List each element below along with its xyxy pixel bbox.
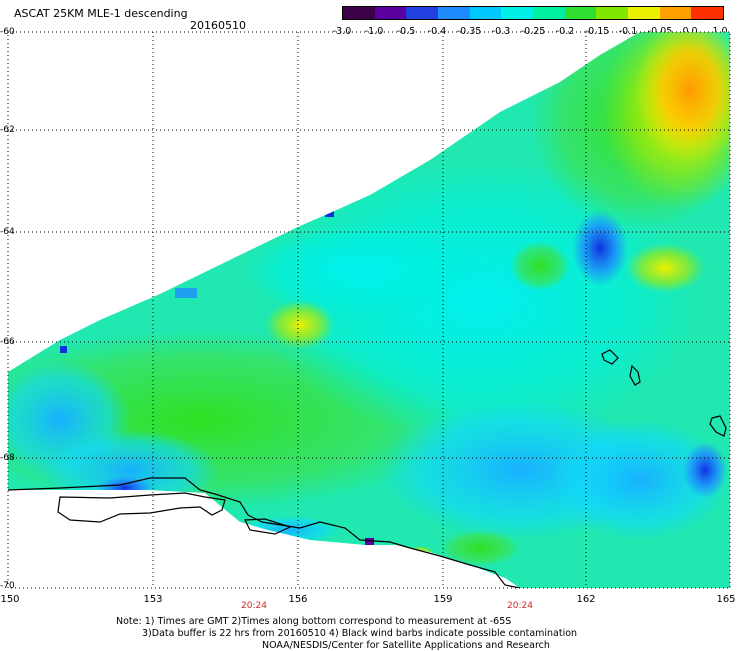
lat-label: -62 <box>0 125 15 135</box>
lat-label: -64 <box>0 227 15 237</box>
lat-label: -66 <box>0 337 15 347</box>
colorbar-segment <box>374 7 407 19</box>
map-frame <box>7 31 731 589</box>
lon-label: 156 <box>288 594 308 605</box>
colorbar-segment <box>659 7 692 19</box>
colorbar-segment <box>596 7 629 19</box>
colorbar <box>342 6 724 20</box>
lon-label: 150 <box>0 594 20 605</box>
map-title: ASCAT 25KM MLE-1 descending <box>14 7 188 20</box>
time-label: 20:24 <box>241 601 267 611</box>
colorbar-tick-label: -3.0 <box>332 26 352 37</box>
lon-label: 153 <box>143 594 163 605</box>
colorbar-segment <box>343 7 375 19</box>
colorbar-segment <box>438 7 470 19</box>
colorbar-tick-label: -0.5 <box>396 26 416 37</box>
colorbar-tick-label: -1.0 <box>364 26 384 37</box>
lat-label: -68 <box>0 453 15 463</box>
lat-label: -70 <box>0 581 15 591</box>
colorbar-segment <box>691 7 724 19</box>
note-line: Note: 1) Times are GMT 2)Times along bot… <box>116 616 512 627</box>
map-grid <box>8 32 730 588</box>
colorbar-segment <box>628 7 660 19</box>
coastline <box>8 349 727 588</box>
colorbar-segment <box>406 7 439 19</box>
note-line: NOAA/NESDIS/Center for Satellite Applica… <box>262 640 550 651</box>
time-label: 20:24 <box>507 601 533 611</box>
note-line: 3)Data buffer is 22 hrs from 20160510 4)… <box>142 628 578 639</box>
colorbar-segment <box>533 7 565 19</box>
lon-label: 159 <box>433 594 453 605</box>
wind-swath <box>8 32 730 588</box>
lon-label: 165 <box>716 594 736 605</box>
colorbar-tick-label: 0.0 <box>682 26 698 37</box>
lat-label: -60 <box>0 27 15 37</box>
map-date: 20160510 <box>190 19 246 32</box>
colorbar-segment <box>501 7 534 19</box>
colorbar-segment <box>564 7 597 19</box>
lon-label: 162 <box>576 594 596 605</box>
colorbar-segment <box>469 7 502 19</box>
